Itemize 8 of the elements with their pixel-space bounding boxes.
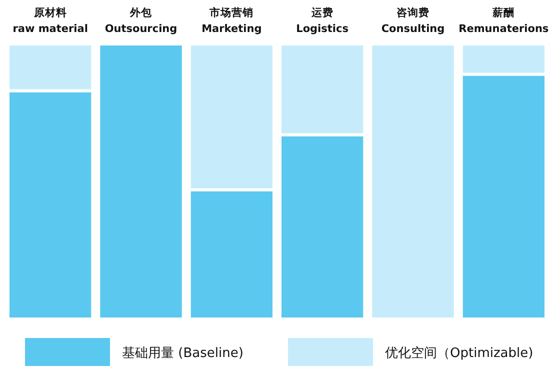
x-tick-label: 运费 Logistics	[296, 6, 349, 35]
x-tick-label: 市场营销 Marketing	[202, 6, 262, 35]
x-tick-label: 原材料 raw material	[12, 6, 88, 35]
x-tick-label: 咨询费 Consulting	[381, 6, 445, 35]
x-tick-label: 薪酬 Remunaterions	[458, 6, 549, 35]
text: 优化空间（Optimizable)	[385, 346, 534, 361]
x-tick-label: 外包 Outsourcing	[104, 6, 178, 35]
text: 基础用量 (Baseline)	[122, 346, 244, 361]
